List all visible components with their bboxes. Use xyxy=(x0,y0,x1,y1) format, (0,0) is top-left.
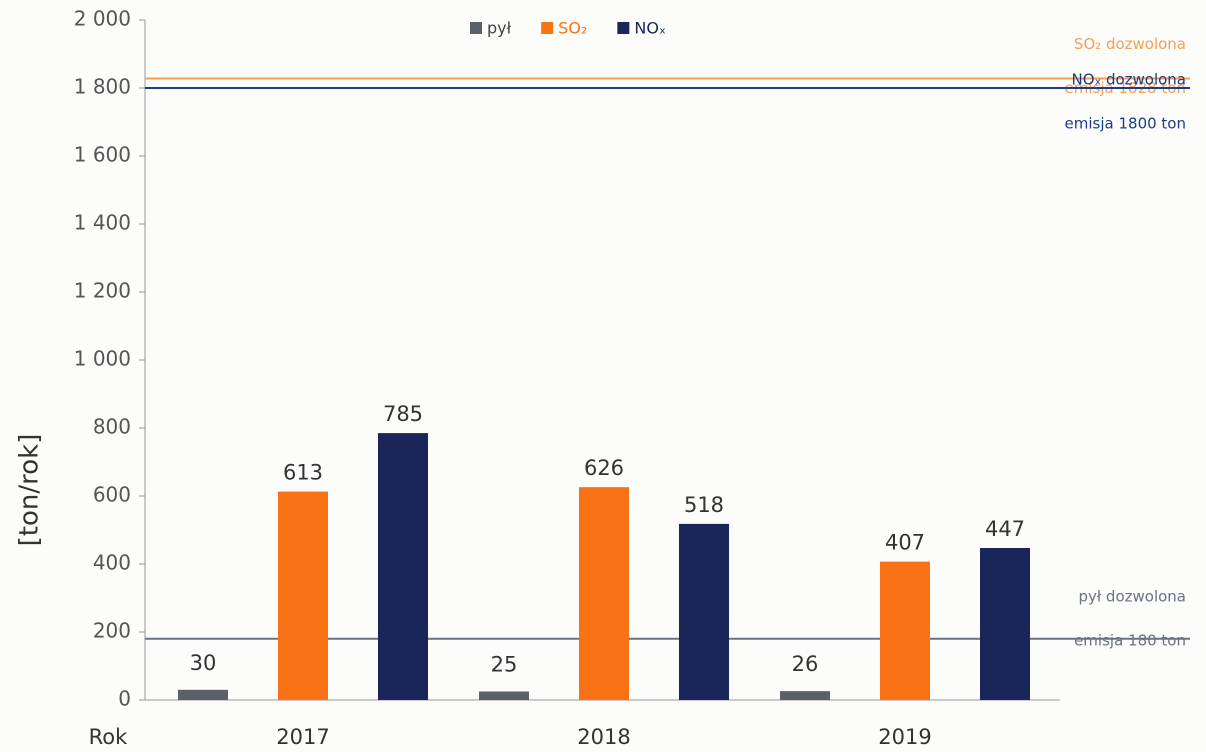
bar xyxy=(479,691,529,700)
y-tick-label: 600 xyxy=(93,483,131,507)
legend-label: pył xyxy=(487,19,512,38)
y-tick-label: 800 xyxy=(93,415,131,439)
y-tick-label: 0 xyxy=(118,687,131,711)
value-label: 785 xyxy=(383,402,423,426)
value-label: 26 xyxy=(792,652,819,676)
reference-label: NOₓ dozwolona xyxy=(1071,71,1186,89)
value-label: 30 xyxy=(190,651,217,675)
value-label: 25 xyxy=(491,653,518,677)
reference-label: emisja 1800 ton xyxy=(1065,115,1186,133)
y-tick-label: 1 800 xyxy=(74,75,131,99)
legend-swatch xyxy=(470,22,482,34)
y-tick-label: 1 600 xyxy=(74,143,131,167)
x-tick-label: 2017 xyxy=(276,725,329,749)
legend-label: NOₓ xyxy=(634,19,666,38)
legend-label: SO₂ xyxy=(558,19,587,38)
legend-swatch xyxy=(617,22,630,34)
y-axis-label: [ton/rok] xyxy=(15,434,45,547)
bar xyxy=(880,561,930,700)
reference-label: emisja 180 ton xyxy=(1074,631,1186,649)
value-label: 613 xyxy=(283,461,323,485)
x-axis-label: Rok xyxy=(89,725,128,749)
y-tick-label: 1 400 xyxy=(74,211,131,235)
bar xyxy=(579,487,629,700)
value-label: 447 xyxy=(985,517,1025,541)
y-tick-label: 1 000 xyxy=(74,347,131,371)
x-tick-label: 2019 xyxy=(878,725,931,749)
reference-label: SO₂ dozwolona xyxy=(1074,35,1186,53)
x-tick-label: 2018 xyxy=(577,725,630,749)
value-label: 407 xyxy=(885,531,925,555)
value-label: 626 xyxy=(584,456,624,480)
bar xyxy=(178,689,228,700)
bar xyxy=(980,548,1030,700)
y-tick-label: 1 200 xyxy=(74,279,131,303)
bar xyxy=(780,691,830,700)
bar xyxy=(278,491,328,700)
y-tick-label: 200 xyxy=(93,619,131,643)
bar xyxy=(378,433,428,700)
y-tick-label: 2 000 xyxy=(74,7,131,31)
bar xyxy=(679,523,729,700)
legend-swatch xyxy=(541,22,554,34)
value-label: 518 xyxy=(684,493,724,517)
y-tick-label: 400 xyxy=(93,551,131,575)
reference-label: pył dozwolona xyxy=(1079,587,1187,605)
